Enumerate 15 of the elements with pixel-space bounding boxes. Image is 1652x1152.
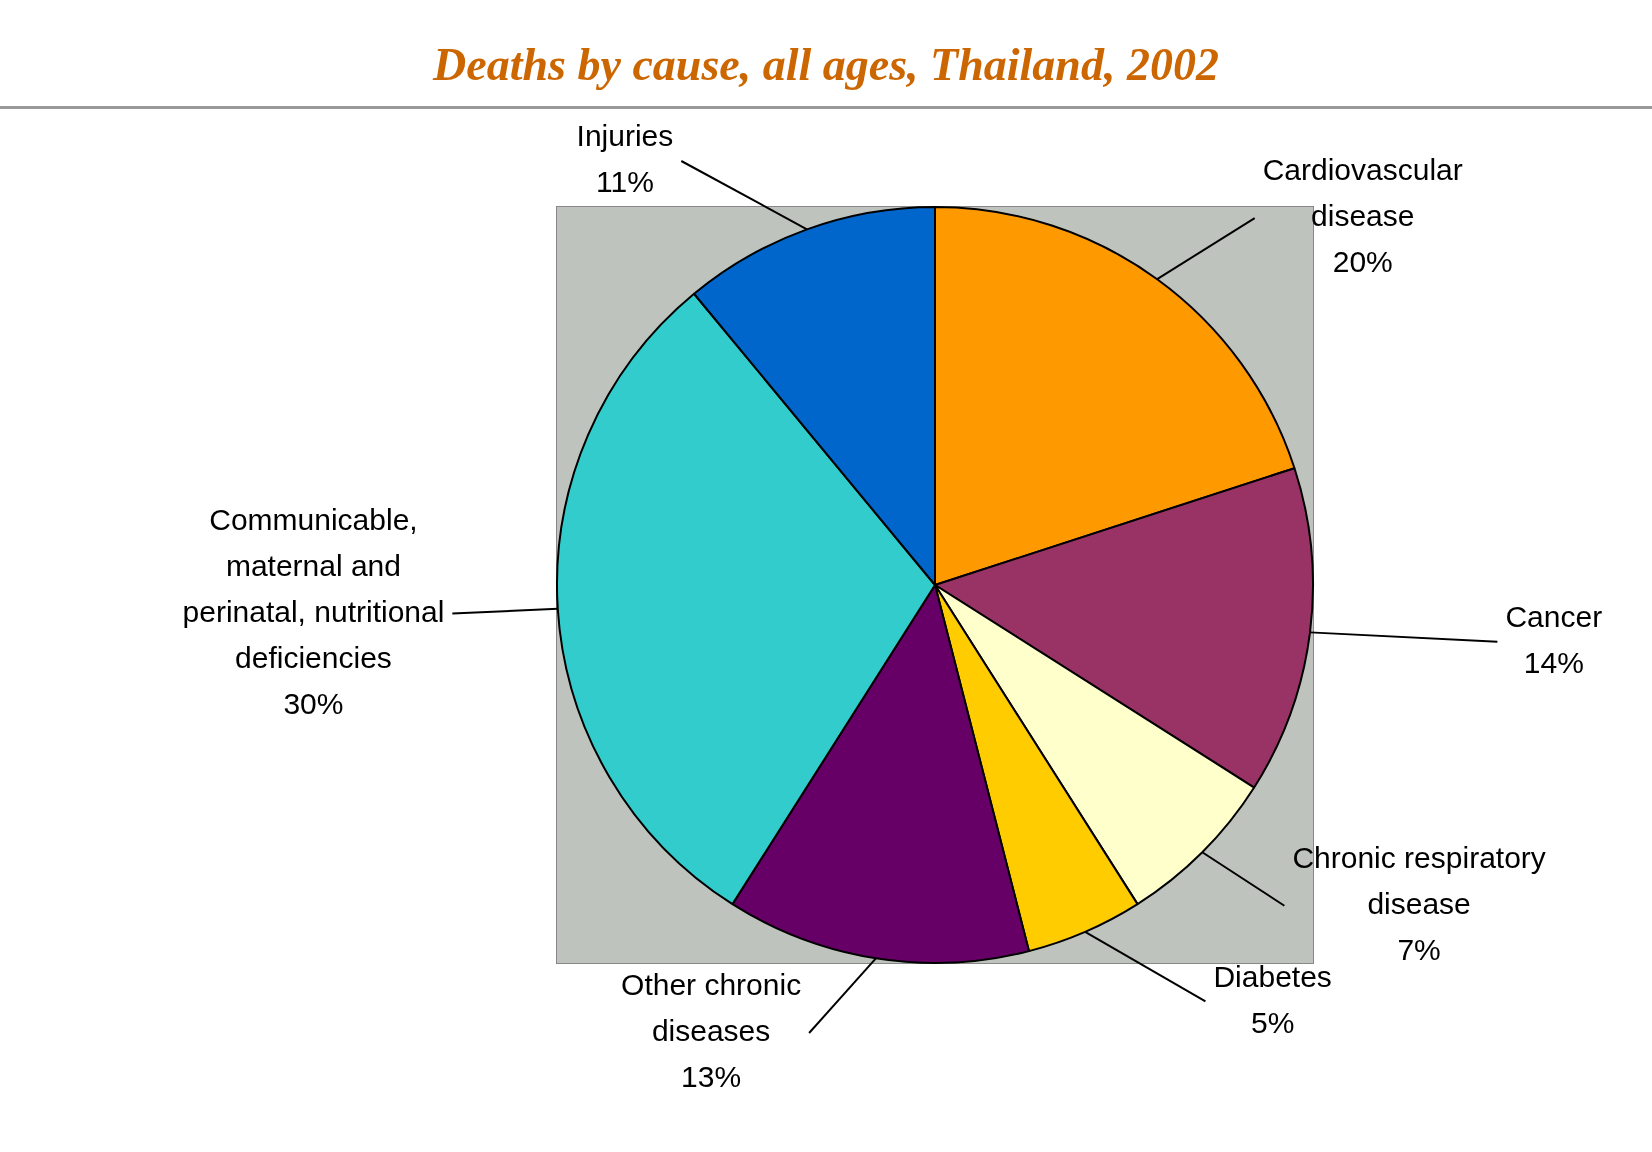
data-label: 11% (596, 165, 654, 199)
data-label: 7% (1397, 933, 1441, 967)
slice-label: Cardiovascular disease (1262, 153, 1463, 233)
chart-title: Deaths by cause, all ages, Thailand, 2002 (431, 38, 1220, 91)
data-label: 13% (681, 1060, 742, 1094)
slice-label: Communicable, maternal and perinatal, nutritional deficiencies (182, 502, 445, 674)
data-label: 14% (1523, 646, 1584, 680)
data-label: 5% (1250, 1005, 1295, 1039)
slice-label: Injuries (576, 119, 674, 153)
slice-label: Cancer (1505, 600, 1603, 634)
data-label: 30% (283, 686, 344, 720)
slice-label: Other chronic diseases (621, 968, 802, 1048)
slice-label: Diabetes (1213, 959, 1332, 993)
data-label: 20% (1332, 245, 1393, 279)
slice-label: Chronic respiratory disease (1292, 841, 1546, 921)
